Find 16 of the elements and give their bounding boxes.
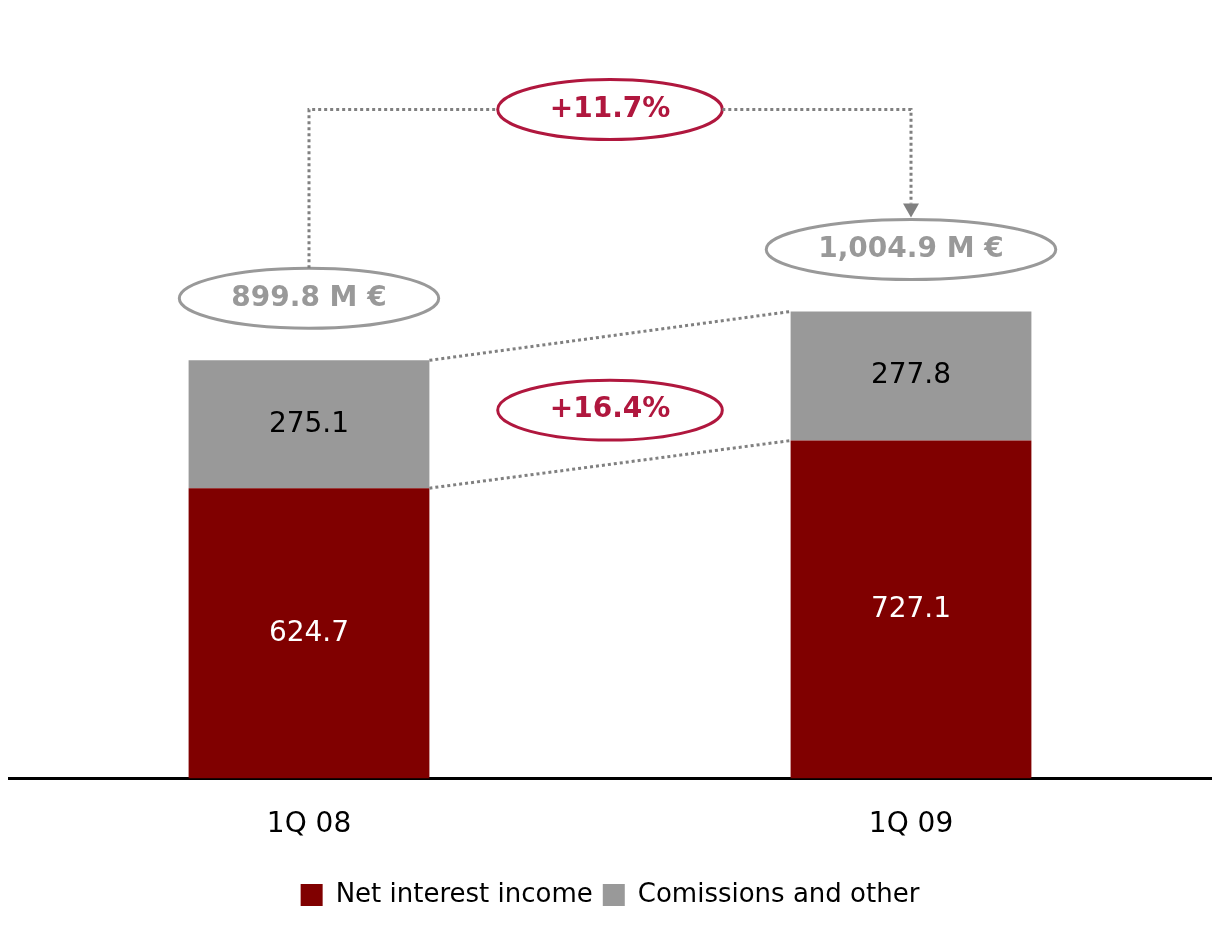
legend-label: Net interest income xyxy=(335,877,593,908)
annotation: +16.4% xyxy=(549,391,671,425)
data-label: 277.8 xyxy=(870,357,952,391)
legend-label: Comissions and other xyxy=(637,877,920,908)
bar xyxy=(188,488,430,779)
data-label: 727.1 xyxy=(870,590,952,624)
bar xyxy=(790,440,1032,779)
x-tick-label: 1Q 09 xyxy=(868,806,954,840)
data-label: 275.1 xyxy=(268,405,350,439)
data-label: 624.7 xyxy=(268,614,350,648)
x-tick-label: 1Q 08 xyxy=(266,806,352,840)
bar xyxy=(790,311,1032,441)
total-label: 1,004.9 M € xyxy=(818,230,1004,264)
bar xyxy=(188,360,430,489)
text: +11.7% xyxy=(549,90,671,124)
total-label: 899.8 M € xyxy=(231,279,387,313)
